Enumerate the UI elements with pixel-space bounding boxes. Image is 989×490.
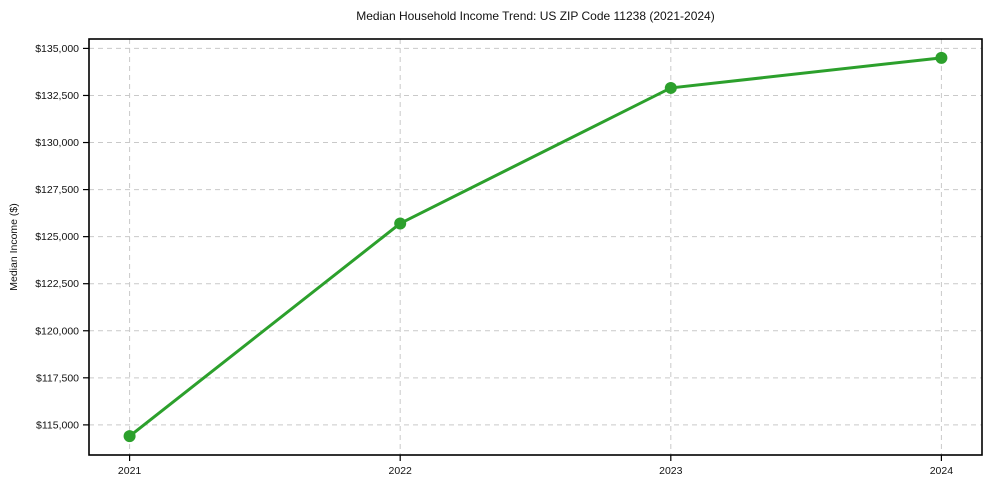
- x-tick-label: 2024: [930, 465, 954, 477]
- y-tick-label: $135,000: [35, 43, 79, 55]
- x-tick-label: 2023: [659, 465, 683, 477]
- y-tick-label: $120,000: [35, 325, 79, 337]
- data-point-2021: [123, 430, 136, 443]
- y-tick-label: $115,000: [36, 419, 79, 431]
- data-point-2024: [935, 51, 948, 64]
- data-point-2023: [664, 81, 677, 94]
- y-tick-label: $132,500: [35, 90, 79, 102]
- x-tick-label: 2022: [389, 465, 413, 477]
- y-tick-label: $127,500: [35, 184, 79, 196]
- y-tick-label: $122,500: [35, 278, 79, 290]
- y-tick-label: $125,000: [35, 231, 79, 243]
- data-point-2022: [394, 217, 407, 230]
- chart-title: Median Household Income Trend: US ZIP Co…: [356, 9, 715, 23]
- income-trend-line: [128, 56, 943, 438]
- y-tick-label: $130,000: [35, 137, 79, 149]
- y-tick-label: $117,500: [36, 372, 79, 384]
- plot-border: [88, 38, 983, 456]
- x-tick-label: 2021: [118, 465, 142, 477]
